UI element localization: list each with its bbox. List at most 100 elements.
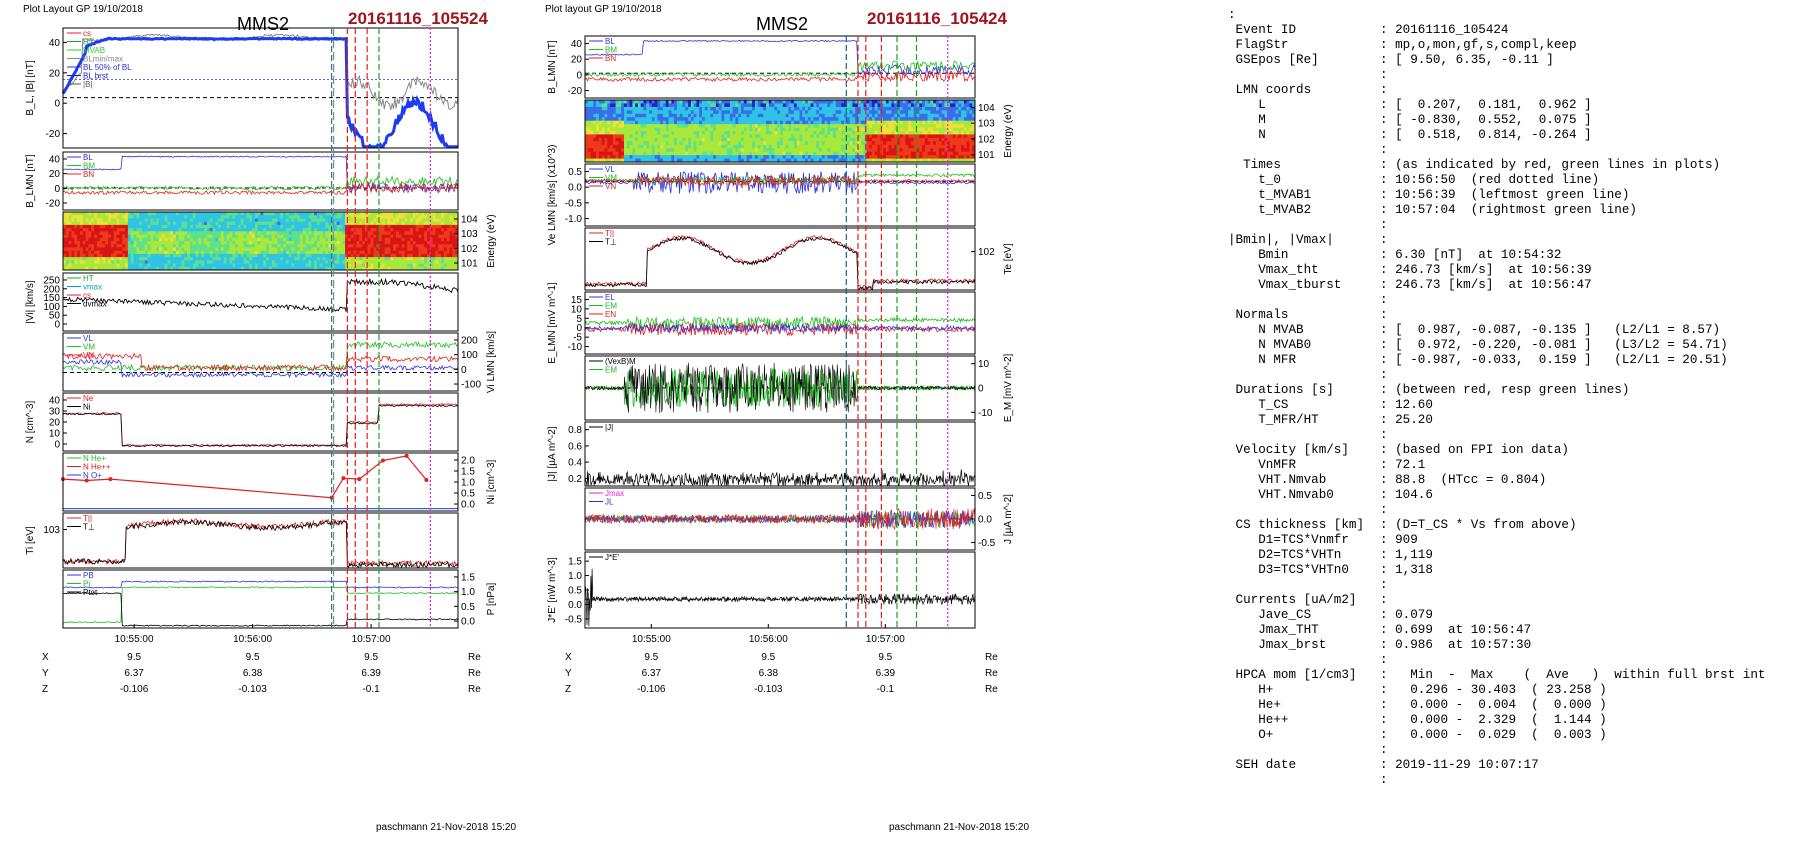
spectrogram-cell bbox=[127, 241, 132, 245]
spectrogram-cell bbox=[384, 218, 388, 222]
spectrogram-cell bbox=[805, 151, 809, 156]
spectrogram-cell bbox=[79, 260, 84, 264]
spectrogram-cell bbox=[690, 113, 695, 118]
spectrogram-cell bbox=[852, 100, 856, 104]
spectrogram-cell bbox=[88, 212, 92, 216]
spectrogram-cell bbox=[215, 244, 219, 248]
spectrogram-cell bbox=[908, 144, 912, 149]
spectrogram-cell bbox=[429, 253, 433, 258]
spectrogram-cell bbox=[85, 224, 89, 229]
spectrogram-cell bbox=[601, 151, 605, 156]
spectrogram-cell bbox=[190, 212, 194, 216]
spectrogram-cell bbox=[364, 241, 369, 245]
spectrogram-cell bbox=[297, 224, 301, 229]
spectrogram-cell bbox=[427, 224, 431, 229]
spectrogram-cell bbox=[195, 263, 199, 268]
spectrogram-cell bbox=[846, 103, 851, 108]
spectrogram-cell bbox=[858, 134, 862, 139]
spectrogram-cell bbox=[91, 266, 95, 271]
spectrogram-cell bbox=[727, 127, 731, 132]
spectrogram-cell bbox=[249, 237, 253, 242]
spectrogram-cell bbox=[607, 151, 611, 156]
spectrogram-cell bbox=[387, 234, 391, 239]
spectrogram-cell bbox=[435, 260, 439, 264]
spectrogram-cell bbox=[150, 247, 154, 251]
spectrogram-cell bbox=[905, 158, 909, 163]
left-ephem-value: 6.38 bbox=[243, 668, 263, 679]
spectrogram-cell bbox=[685, 134, 689, 139]
spectrogram-cell bbox=[819, 110, 823, 115]
spectrogram-cell bbox=[432, 237, 436, 242]
spectrogram-cell bbox=[393, 244, 397, 248]
spectrogram-cell bbox=[221, 212, 225, 216]
spectrogram-cell bbox=[743, 148, 747, 152]
spectrogram-cell bbox=[449, 237, 453, 242]
spectrogram-cell bbox=[178, 253, 182, 258]
spectrogram-cell bbox=[221, 247, 225, 251]
spectrogram-cell bbox=[763, 158, 767, 163]
spectrogram-cell bbox=[738, 141, 742, 146]
spectrogram-cell bbox=[660, 155, 664, 159]
spectrogram-cell bbox=[204, 253, 208, 258]
spectrogram-cell bbox=[715, 124, 720, 128]
spectrogram-cell bbox=[888, 127, 892, 132]
spectrogram-cell bbox=[807, 144, 812, 149]
spectrogram-cell bbox=[858, 103, 862, 108]
spectrogram-cell bbox=[362, 253, 366, 258]
spectrogram-cell bbox=[260, 247, 264, 251]
spectrogram-cell bbox=[663, 141, 667, 146]
spectrogram-cell bbox=[899, 103, 903, 108]
spectrogram-cell bbox=[888, 103, 892, 108]
spectrogram-cell bbox=[927, 134, 931, 139]
spectrogram-cell bbox=[63, 257, 67, 261]
spectrogram-cell bbox=[395, 247, 400, 251]
spectrogram-cell bbox=[913, 134, 917, 139]
spectrogram-cell bbox=[713, 127, 717, 132]
spectrogram-cell bbox=[690, 106, 695, 111]
spectrogram-cell bbox=[359, 253, 363, 258]
spectrogram-cell bbox=[615, 106, 619, 111]
spectrogram-cell bbox=[192, 244, 196, 248]
spectrogram-cell bbox=[79, 224, 84, 229]
spectrogram-cell bbox=[760, 113, 764, 118]
spectrogram-cell bbox=[891, 144, 895, 149]
spectrogram-cell bbox=[350, 237, 354, 242]
spectrogram-cell bbox=[269, 244, 273, 248]
spectrogram-cell bbox=[693, 127, 697, 132]
spectrogram-cell bbox=[150, 221, 154, 226]
spectrogram-cell bbox=[206, 260, 211, 264]
spectrogram-cell bbox=[710, 120, 714, 125]
left-ylabel: N [cm^-3] bbox=[25, 401, 36, 444]
spectrogram-cell bbox=[325, 241, 329, 245]
spectrogram-cell bbox=[91, 253, 95, 258]
spectrogram-cell bbox=[763, 117, 767, 121]
spectrogram-cell bbox=[905, 134, 909, 139]
spectrogram-cell bbox=[319, 228, 323, 232]
spectrogram-cell bbox=[212, 218, 216, 222]
spectrogram-cell bbox=[908, 134, 912, 139]
spectrogram-cell bbox=[718, 100, 722, 104]
spectrogram-cell bbox=[79, 228, 84, 232]
spectrogram-cell bbox=[830, 144, 834, 149]
spectrogram-cell bbox=[688, 137, 692, 142]
spectrogram-cell bbox=[596, 131, 600, 135]
spectrogram-cell bbox=[637, 110, 642, 115]
spectrogram-cell bbox=[635, 134, 639, 139]
spectrogram-cell bbox=[390, 253, 394, 258]
spectrogram-cell bbox=[379, 263, 383, 268]
spectrogram-cell bbox=[209, 221, 213, 226]
spectrogram-cell bbox=[212, 241, 216, 245]
spectrogram-cell bbox=[871, 141, 876, 146]
left-legend-label: Ni bbox=[83, 403, 91, 412]
spectrogram-cell bbox=[455, 263, 459, 268]
spectrogram-cell bbox=[63, 260, 67, 264]
left-ytick-label: 1.5 bbox=[461, 572, 475, 583]
spectrogram-cell bbox=[871, 106, 876, 111]
spectrogram-cell bbox=[805, 117, 809, 121]
spectrogram-cell bbox=[768, 103, 773, 108]
spectrogram-cell bbox=[899, 141, 903, 146]
spectrogram-cell bbox=[757, 134, 761, 139]
spectrogram-cell bbox=[657, 155, 661, 159]
spectrogram-cell bbox=[693, 158, 697, 163]
spectrogram-cell bbox=[319, 253, 323, 258]
